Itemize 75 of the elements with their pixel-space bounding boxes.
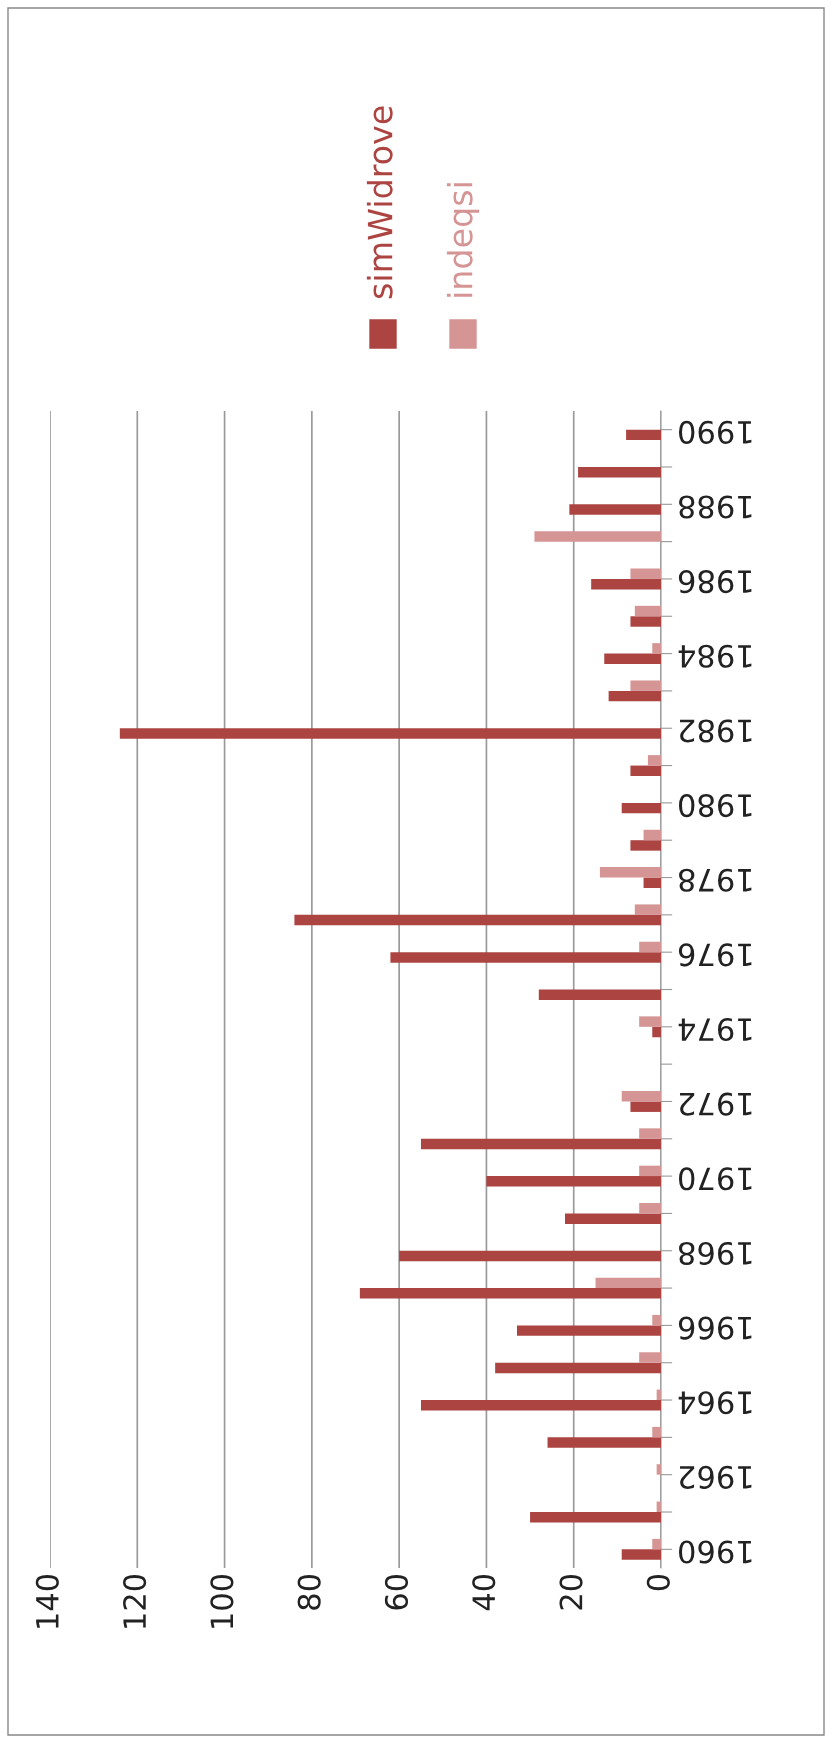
y-tick-label: 1988 xyxy=(679,495,752,519)
bar xyxy=(621,1549,661,1560)
y-tick-label: 1970 xyxy=(679,1167,752,1191)
y-tick-label: 1984 xyxy=(678,644,752,668)
bar xyxy=(630,840,661,851)
y-tick-label: 1968 xyxy=(679,1241,752,1265)
bar xyxy=(643,829,661,841)
bar xyxy=(119,728,661,739)
bar xyxy=(390,952,661,963)
bar xyxy=(643,877,661,888)
x-tick-label: 0 xyxy=(646,1574,670,1591)
bar xyxy=(652,1538,661,1550)
bar xyxy=(639,1352,661,1363)
bar xyxy=(639,1165,661,1177)
bar xyxy=(359,1288,661,1299)
bar xyxy=(652,1026,661,1038)
bar xyxy=(639,1128,661,1139)
bar xyxy=(652,643,661,654)
bar xyxy=(534,531,661,542)
bar xyxy=(530,1512,661,1523)
bar xyxy=(634,904,661,915)
y-tick-label: 1986 xyxy=(678,570,752,594)
y-tick-label: 1972 xyxy=(680,1092,752,1116)
bar xyxy=(420,1400,661,1411)
bar xyxy=(652,1426,661,1438)
bar xyxy=(621,802,661,814)
bar xyxy=(626,429,661,441)
bar xyxy=(621,1091,661,1102)
y-tick-label: 1966 xyxy=(678,1316,752,1340)
bar xyxy=(652,1314,661,1326)
bar xyxy=(564,1213,661,1224)
bar xyxy=(630,765,661,777)
y-tick-label: 1974 xyxy=(678,1017,752,1042)
y-tick-label: 1976 xyxy=(678,943,752,967)
bar xyxy=(630,616,661,627)
y-tick-label: 1990 xyxy=(679,420,752,444)
bar xyxy=(608,690,661,702)
x-tick-label: 80 xyxy=(297,1574,321,1610)
bar xyxy=(639,1016,661,1027)
text: simWidrove xyxy=(366,106,393,299)
bar xyxy=(639,941,661,953)
bar xyxy=(656,1464,661,1475)
bar xyxy=(294,914,661,926)
y-tick-label: 1982 xyxy=(680,719,752,743)
bar xyxy=(630,1101,661,1112)
x-tick-label: 120 xyxy=(123,1574,147,1628)
bar xyxy=(630,680,661,691)
bar xyxy=(569,504,661,515)
bar xyxy=(486,1176,661,1187)
y-tick-label: 1960 xyxy=(679,1540,752,1564)
bar xyxy=(591,578,661,590)
bar xyxy=(639,1202,661,1214)
bar xyxy=(630,568,661,579)
y-tick-label: 1980 xyxy=(679,794,752,818)
x-tick-label: 20 xyxy=(559,1574,583,1610)
bar xyxy=(495,1362,661,1374)
y-tick-label: 1978 xyxy=(679,868,752,892)
text: indeqsi xyxy=(446,183,480,297)
x-tick-label: 100 xyxy=(210,1574,234,1628)
bar xyxy=(420,1138,661,1150)
bar xyxy=(604,653,661,665)
y-tick-label: 1964 xyxy=(678,1391,752,1415)
bar xyxy=(599,867,661,878)
bar xyxy=(595,1277,661,1289)
bar xyxy=(647,755,661,766)
y-tick-label: 1962 xyxy=(680,1465,752,1489)
bar xyxy=(538,989,661,1000)
x-tick-label: 40 xyxy=(472,1574,496,1611)
x-tick-label: 60 xyxy=(384,1574,409,1610)
x-tick-label: 140 xyxy=(35,1574,59,1628)
bar xyxy=(547,1437,661,1448)
bar xyxy=(634,605,661,617)
bar xyxy=(578,466,661,478)
bar xyxy=(399,1250,661,1262)
bar xyxy=(516,1325,661,1336)
